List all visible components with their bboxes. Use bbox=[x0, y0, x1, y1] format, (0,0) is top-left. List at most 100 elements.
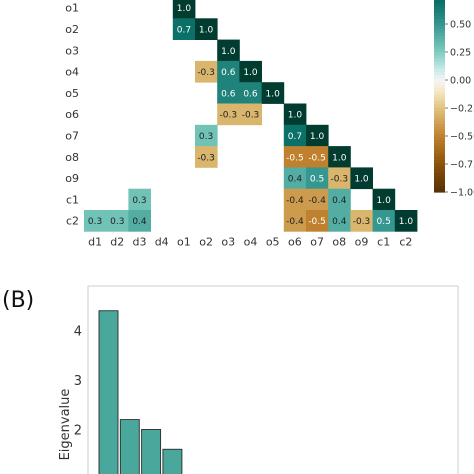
heatmap-cell-label: -0.3 bbox=[197, 68, 215, 78]
heatmap-col-label: o4 bbox=[244, 235, 258, 248]
heatmap-cell bbox=[328, 188, 351, 211]
colorbar-segment bbox=[434, 110, 445, 115]
heatmap-cell bbox=[350, 167, 373, 190]
colorbar-segment bbox=[434, 25, 445, 30]
heatmap-cell bbox=[306, 210, 329, 232]
heatmap-cell bbox=[195, 60, 218, 83]
heatmap-cell-label: -0.3 bbox=[220, 111, 238, 121]
heatmap-row-label: c2 bbox=[66, 215, 79, 228]
colorbar-segment bbox=[434, 35, 445, 40]
heatmap-cell bbox=[328, 210, 351, 232]
heatmap-cell-label: 1.0 bbox=[354, 175, 369, 185]
heatmap-cell bbox=[195, 146, 218, 168]
heatmap-cell bbox=[328, 167, 351, 190]
heatmap-cell-label: 0.3 bbox=[199, 132, 213, 142]
colorbar-segment bbox=[434, 64, 445, 69]
colorbar-segment bbox=[434, 146, 445, 151]
colorbar-segment bbox=[434, 152, 445, 157]
heatmap-cell-label: 0.6 bbox=[221, 68, 236, 78]
colorbar-segment bbox=[434, 48, 445, 53]
heatmap-cell-label: -0.4 bbox=[286, 217, 304, 227]
heatmap-row-label: o7 bbox=[65, 129, 79, 142]
heatmap-cell bbox=[350, 210, 373, 232]
heatmap-row-label: o5 bbox=[65, 87, 79, 100]
heatmap-cell-label: 0.4 bbox=[132, 217, 147, 227]
heatmap-row-label: c1 bbox=[66, 193, 79, 206]
heatmap-cell bbox=[283, 210, 307, 232]
eigenvalue-bar bbox=[162, 448, 183, 474]
heatmap-cell bbox=[172, 0, 196, 19]
heatmap-col-label: o3 bbox=[221, 235, 235, 248]
heatmap-cell-label: 0.6 bbox=[221, 89, 236, 99]
heatmap-row-label: o4 bbox=[65, 66, 79, 79]
eigenvalue-bar bbox=[119, 419, 140, 474]
colorbar-segment bbox=[434, 143, 445, 147]
colorbar-segment bbox=[434, 113, 445, 118]
colorbar-segment bbox=[434, 12, 445, 17]
colorbar-segment bbox=[434, 45, 445, 49]
colorbar-segment bbox=[434, 31, 445, 36]
heatmap-cell-label: 1.0 bbox=[288, 111, 303, 121]
colorbar-segment bbox=[434, 94, 445, 98]
colorbar-segment bbox=[434, 51, 445, 56]
heatmap-cell-label: 0.5 bbox=[377, 217, 391, 227]
colorbar-segment bbox=[434, 165, 445, 170]
heatmap-cell bbox=[372, 210, 396, 232]
heatmap-cell bbox=[239, 82, 262, 104]
heatmap-cell bbox=[128, 188, 151, 211]
heatmap-row-label: o6 bbox=[65, 108, 79, 121]
heatmap-row-label: o1 bbox=[65, 2, 79, 15]
eigenvalue-bar bbox=[141, 429, 162, 474]
heatmap-cell-label: 0.3 bbox=[110, 217, 124, 227]
heatmap-col-label: c2 bbox=[399, 235, 412, 248]
colorbar-segment bbox=[434, 149, 445, 154]
colorbar-tick-label: 0.00 bbox=[450, 76, 471, 87]
heatmap-cell-label: 1.0 bbox=[399, 217, 414, 227]
colorbar-segment bbox=[434, 159, 445, 164]
colorbar-segment bbox=[434, 126, 445, 131]
heatmap-col-label: o9 bbox=[355, 235, 369, 248]
y-tick-label: 3 bbox=[74, 374, 82, 389]
heatmap-cell bbox=[106, 210, 129, 232]
heatmap-cell-label: 1.0 bbox=[377, 196, 392, 206]
heatmap-col-label: d1 bbox=[88, 235, 102, 248]
colorbar-segment bbox=[434, 87, 445, 92]
heatmap-row-label: o9 bbox=[65, 172, 79, 185]
heatmap-col-label: o5 bbox=[266, 235, 280, 248]
eigenvalue-bar-chart: 2 3 4 Eigenvalue bbox=[58, 285, 459, 474]
heatmap-cell-label: 0.3 bbox=[132, 196, 146, 206]
colorbar-segment bbox=[434, 103, 445, 108]
heatmap-cell-label: 0.6 bbox=[243, 89, 258, 99]
heatmap-cell bbox=[239, 60, 262, 83]
heatmap-cell bbox=[84, 210, 107, 232]
colorbar-tick-label: −0.25 bbox=[450, 104, 474, 115]
heatmap-cell bbox=[283, 167, 307, 190]
heatmap-row-label: o2 bbox=[65, 23, 79, 36]
heatmap-cell-label: 1.0 bbox=[310, 132, 325, 142]
heatmap-cell-label: -0.3 bbox=[242, 111, 260, 121]
heatmap-cell bbox=[328, 146, 351, 168]
heatmap-cell-label: 1.0 bbox=[332, 153, 347, 163]
colorbar-segment bbox=[434, 100, 445, 105]
colorbar-segment bbox=[434, 182, 445, 187]
heatmap-cell-label: -0.3 bbox=[331, 175, 349, 185]
colorbar-segment bbox=[434, 178, 445, 183]
heatmap-cell bbox=[306, 124, 329, 147]
colorbar-segment bbox=[434, 67, 445, 72]
heatmap-cell-label: -0.3 bbox=[197, 153, 215, 163]
colorbar-segment bbox=[434, 123, 445, 128]
heatmap-cell bbox=[306, 146, 329, 168]
heatmap-cell bbox=[195, 18, 218, 40]
heatmap-cell-label: -0.5 bbox=[308, 217, 326, 227]
colorbar-segment bbox=[434, 90, 445, 95]
colorbar-segment bbox=[434, 74, 445, 79]
heatmap-cell bbox=[283, 124, 307, 147]
heatmap-col-label: o7 bbox=[310, 235, 324, 248]
colorbar-segment bbox=[434, 41, 445, 46]
heatmap-cell-label: 1.0 bbox=[177, 4, 192, 14]
heatmap-cell-label: 0.7 bbox=[288, 132, 302, 142]
heatmap-cell-label: -0.5 bbox=[286, 153, 304, 163]
colorbar-tick-label: −1.00 bbox=[450, 188, 474, 199]
heatmap-row-label: o8 bbox=[65, 151, 79, 164]
colorbar-segment bbox=[434, 9, 445, 13]
